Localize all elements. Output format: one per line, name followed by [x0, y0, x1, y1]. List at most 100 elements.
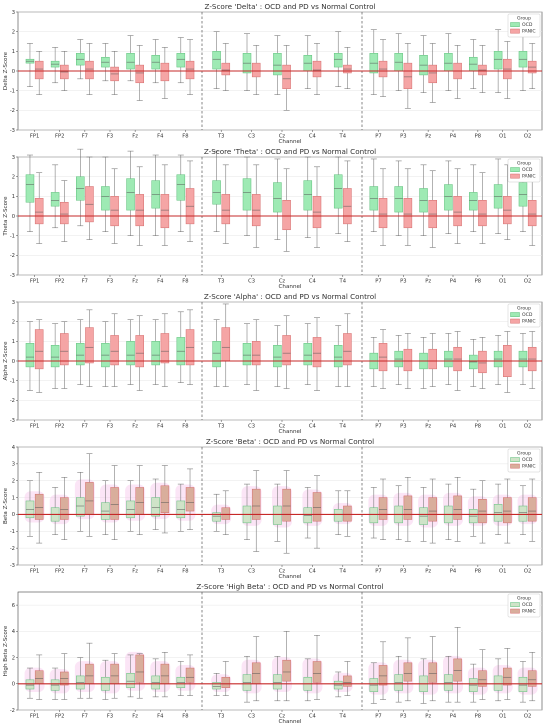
ocd-box-p3 — [394, 335, 403, 385]
ocd-box-f4 — [151, 319, 160, 385]
ocd-box-f3 — [101, 321, 110, 387]
panic-box-c3 — [251, 636, 261, 702]
panic-box-f3 — [110, 51, 119, 95]
legend-label-ocd: OCD — [522, 602, 533, 608]
x-tick-label: F7 — [82, 279, 88, 285]
ocd-box-c3 — [242, 156, 252, 236]
ocd-box-f4 — [151, 478, 160, 530]
ocd-box-cz — [273, 158, 282, 240]
panic-box-o2 — [527, 43, 537, 89]
x-tick-label: P4 — [450, 714, 457, 720]
legend-swatch-panic — [510, 318, 520, 324]
box-body — [518, 505, 528, 522]
ocd-box-p4 — [444, 160, 453, 234]
panic-box-o1 — [503, 478, 512, 544]
panic-box-o2 — [527, 170, 537, 246]
x-tick-label: C4 — [309, 714, 317, 720]
box-body — [110, 335, 119, 366]
box-body — [343, 675, 352, 687]
y-tick-label: 1 — [12, 495, 15, 501]
legend-title: Group — [517, 596, 531, 602]
ocd-box-pz — [419, 35, 428, 93]
panic-box-p4 — [453, 168, 462, 244]
box-body — [453, 196, 462, 227]
box-body — [34, 329, 44, 370]
legend-title: Group — [517, 16, 531, 22]
box-body — [428, 662, 437, 683]
x-tick-label: FP2 — [55, 424, 64, 430]
legend-label-panic: PANIC — [522, 29, 536, 35]
panic-box-f3 — [110, 168, 119, 244]
panel-4: -2 0 2 4 6 FP1 FP2 F7 F3 Fz F4 F8 T3 C3 Cz C4 T4 P7 P3 Pz P4… — [3, 582, 543, 723]
panic-box-p7 — [378, 478, 388, 540]
x-tick-label: C3 — [248, 569, 255, 575]
x-tick-label: T3 — [217, 569, 224, 575]
panic-box-f8 — [185, 309, 195, 385]
x-tick-label: F8 — [182, 134, 188, 140]
legend-title: Group — [517, 161, 531, 167]
x-tick-label: P8 — [475, 279, 481, 285]
panic-box-p7 — [378, 168, 388, 246]
panic-box-f4 — [160, 313, 170, 387]
x-tick-label: F8 — [182, 714, 188, 720]
x-tick-label: T3 — [217, 714, 224, 720]
ocd-box-p8 — [469, 663, 478, 703]
box-body — [333, 345, 343, 368]
ocd-box-o2 — [518, 333, 528, 385]
panic-box-c4 — [312, 475, 322, 549]
x-tick-label: O2 — [524, 714, 531, 720]
box-body — [333, 174, 343, 209]
ocd-box-t3 — [212, 150, 221, 232]
box-body — [160, 194, 170, 229]
box-body — [212, 512, 221, 522]
ocd-box-f4 — [151, 39, 160, 84]
box-body — [378, 665, 388, 686]
y-tick-label: -3 — [10, 418, 15, 424]
panic-box-fp2 — [60, 51, 69, 91]
ocd-box-f7 — [76, 657, 85, 699]
panic-box-f4 — [160, 164, 170, 246]
y-tick-label: -2 — [10, 546, 15, 552]
x-axis-label: Channel — [279, 574, 302, 580]
ocd-box-c3 — [242, 655, 252, 703]
y-tick-label: -1 — [10, 378, 15, 384]
legend-label-ocd: OCD — [522, 457, 533, 463]
ocd-box-c4 — [303, 487, 313, 539]
box-body — [176, 174, 186, 201]
box-body — [273, 505, 282, 525]
box-body — [34, 198, 44, 225]
panic-box-cz — [282, 631, 291, 702]
x-axis-label: Channel — [279, 139, 302, 145]
box-body — [333, 509, 343, 522]
panic-box-fz — [135, 45, 144, 101]
x-tick-label: F3 — [107, 569, 113, 575]
y-tick-label: 2 — [12, 479, 15, 485]
box-body — [76, 497, 85, 517]
box-body — [126, 341, 135, 366]
x-tick-label: P8 — [475, 569, 481, 575]
ocd-box-p8 — [469, 39, 478, 89]
x-tick-label: C3 — [248, 424, 255, 430]
panic-box-p3 — [403, 168, 413, 246]
box-body — [242, 343, 252, 366]
box-body — [503, 497, 512, 524]
panic-box-f8 — [185, 654, 195, 696]
ocd-box-f8 — [176, 311, 186, 383]
panic-box-f7 — [85, 43, 94, 95]
ocd-box-fz — [126, 35, 135, 82]
panic-box-p8 — [478, 337, 487, 389]
x-tick-label: FP2 — [55, 569, 64, 575]
panic-box-c3 — [251, 319, 261, 391]
ocd-box-p7 — [369, 158, 379, 232]
y-tick-label: 3 — [12, 155, 15, 161]
x-tick-label: O1 — [499, 424, 506, 430]
legend-label-ocd: OCD — [522, 22, 533, 28]
box-body — [312, 492, 322, 522]
box-body — [527, 497, 537, 522]
panic-box-cz — [282, 470, 291, 554]
box-body — [518, 676, 528, 692]
x-tick-label: P7 — [375, 569, 381, 575]
y-axis-label: Theta Z-Score — [3, 196, 9, 237]
